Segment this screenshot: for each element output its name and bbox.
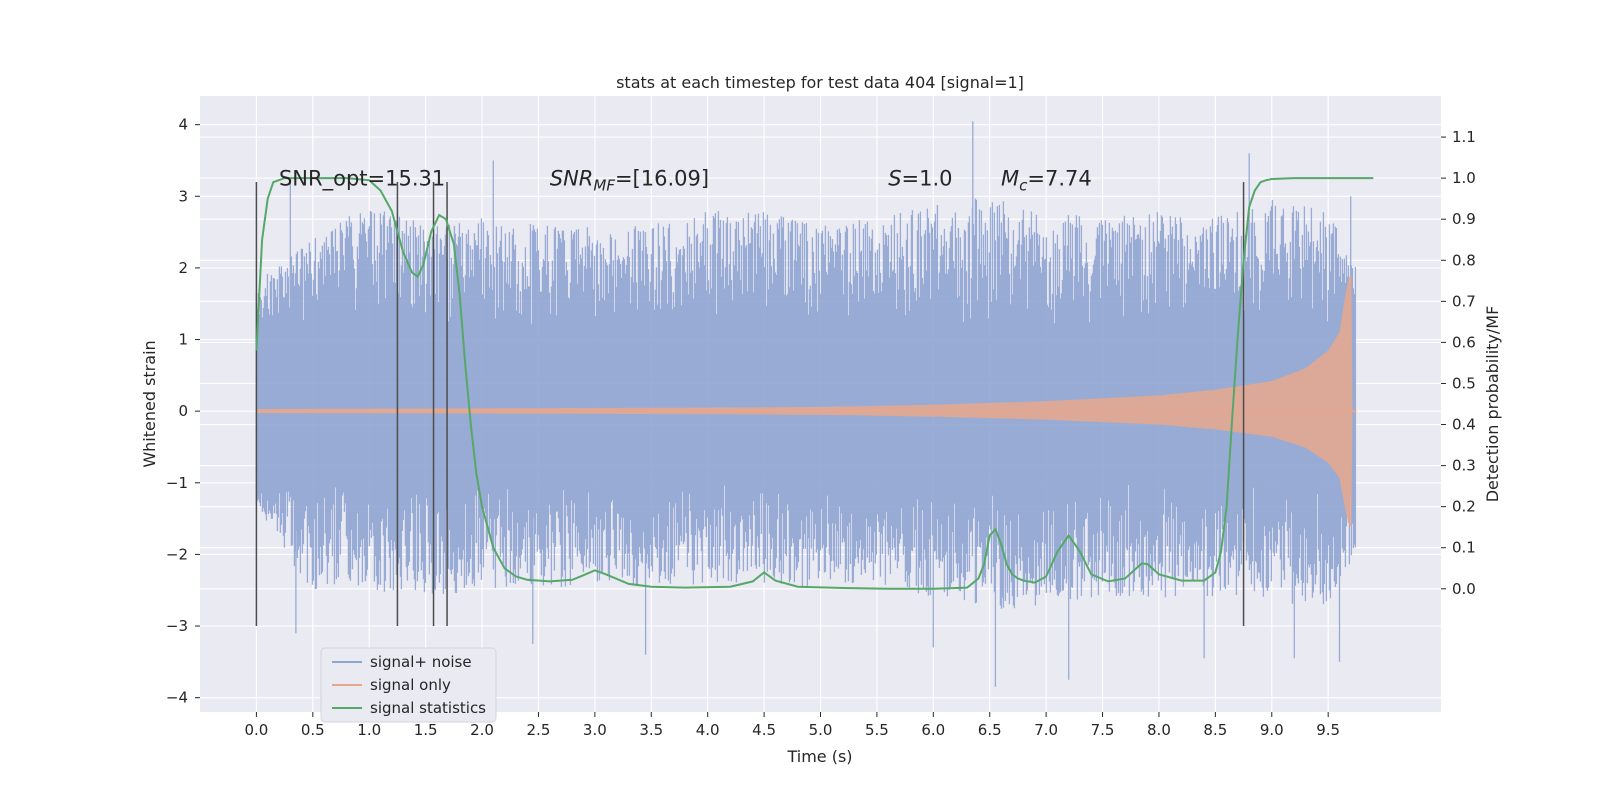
x-tick-label: 2.5 [527,721,551,739]
stats-series [255,177,1374,590]
y2-axis-label: Detection probability/MF [1483,306,1502,503]
annotation: SNR_opt=15.31 [279,167,445,192]
x-tick-label: 6.5 [978,721,1002,739]
annotation: SNRMF=[16.09] [550,167,709,195]
y2-tick-label: 1.1 [1452,128,1476,146]
y2-tick-label: 0.9 [1452,210,1476,228]
y2-tick-label: 0.4 [1452,416,1476,434]
stats-line [255,177,1374,590]
y2-tick-label: 0.8 [1452,251,1476,269]
x-tick-label: 7.0 [1034,721,1058,739]
y-tick-label: 0 [178,402,188,420]
legend-label-noise: signal+ noise [370,653,472,671]
y2-tick-label: 0.5 [1452,374,1476,392]
y-tick-label: −2 [166,545,188,563]
y-tick-label: 4 [178,116,188,134]
x-tick-label: 9.5 [1316,721,1340,739]
x-tick-label: 4.0 [696,721,720,739]
x-tick-label: 6.0 [921,721,945,739]
x-ticks: 0.0 0.5 1.0 1.5 2.0 2.5 3.0 3.5 4.0 4.5 5.0 5.5 6.0 6… [244,712,1340,739]
y2-tick-label: 0.1 [1452,539,1476,557]
x-tick-label: 1.5 [414,721,438,739]
y-tick-label: −4 [166,689,188,707]
annotations: SNR_opt=15.31 SNRMF=[16.09] S=1.0 Mc=7.74 [279,167,1092,195]
x-tick-label: 8.0 [1147,721,1171,739]
y-tick-label: 3 [178,187,188,205]
y2-tick-label: 0.0 [1452,580,1476,598]
x-tick-label: 5.0 [809,721,833,739]
x-tick-label: 3.0 [583,721,607,739]
x-tick-label: 3.5 [639,721,663,739]
annotation: Mc=7.74 [1001,167,1092,195]
signal-trace [256,275,1356,527]
y-tick-label: 1 [178,331,188,349]
legend-label-stats: signal statistics [370,699,486,717]
signal-series [256,275,1357,527]
legend: signal+ noise signal only signal statist… [320,647,497,723]
x-tick-label: 0.5 [301,721,325,739]
legend-label-signal: signal only [370,676,451,694]
x-tick-label: 4.5 [752,721,776,739]
x-tick-label: 5.5 [865,721,889,739]
y-axis-label: Whitened strain [140,340,159,467]
y2-tick-label: 0.7 [1452,292,1476,310]
x-tick-label: 7.5 [1091,721,1115,739]
legend-box [320,647,497,723]
y2-tick-label: 0.6 [1452,333,1476,351]
y2-tick-label: 1.0 [1452,169,1476,187]
x-tick-label: 1.0 [357,721,381,739]
annotation: S=1.0 [888,167,952,191]
y2-ticks: 0.0 0.1 0.2 0.3 0.4 0.5 0.6 0.7 0.8 0.9 1.0 1.1 [1441,128,1476,598]
y2-tick-label: 0.2 [1452,498,1476,516]
y-tick-label: −1 [166,474,188,492]
x-tick-label: 2.0 [470,721,494,739]
y-tick-label: 2 [178,259,188,277]
x-tick-label: 8.5 [1203,721,1227,739]
y-ticks: −4 −3 −2 −1 0 1 2 3 4 [166,116,200,707]
y-tick-label: −3 [166,617,188,635]
x-tick-label: 0.0 [244,721,268,739]
x-axis-label: Time (s) [786,747,852,766]
chart-title: stats at each timestep for test data 404… [616,73,1024,92]
x-tick-label: 9.0 [1260,721,1284,739]
y2-tick-label: 0.3 [1452,457,1476,475]
